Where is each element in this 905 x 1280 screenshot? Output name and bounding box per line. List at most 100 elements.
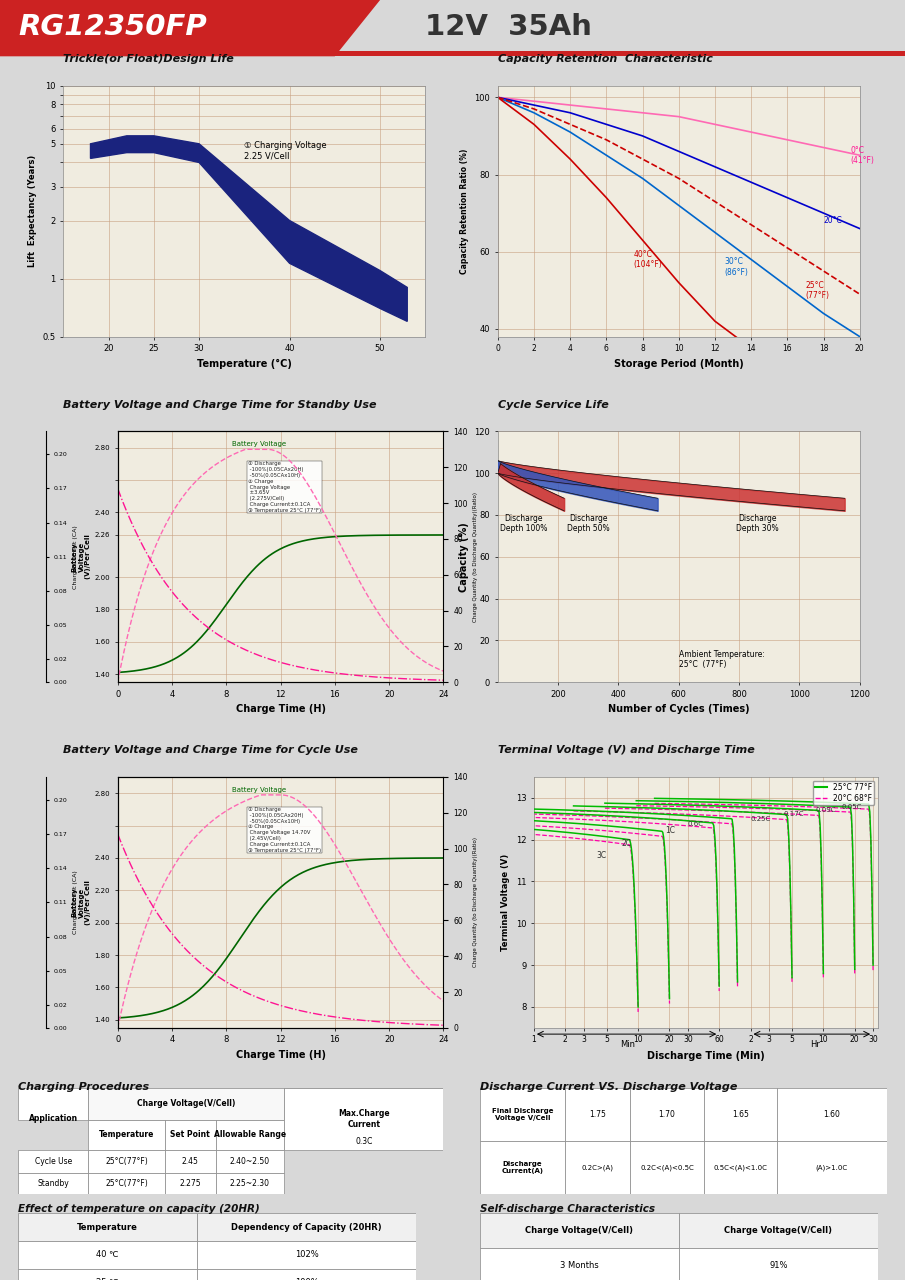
- Y-axis label: Capacity (%): Capacity (%): [459, 522, 469, 591]
- Bar: [480, 1142, 565, 1194]
- Text: Allowable Range: Allowable Range: [214, 1130, 286, 1139]
- Text: 25°C(77°F): 25°C(77°F): [105, 1179, 148, 1188]
- Bar: [630, 1142, 704, 1194]
- Text: ① Discharge
 -100%(0.05CAx20H)
 -50%(0.05CAx10H)
② Charge
 Charge Voltage 14.70V: ① Discharge -100%(0.05CAx20H) -50%(0.05C…: [248, 808, 321, 852]
- Text: 3 Months: 3 Months: [560, 1261, 598, 1270]
- Text: Battery Voltage: Battery Voltage: [232, 442, 286, 448]
- Bar: [284, 1088, 443, 1149]
- Text: ① Discharge
 -100%(0.05CAx20H)
 -50%(0.05CAx10H)
② Charge
 Charge Voltage
 ±3.65: ① Discharge -100%(0.05CAx20H) -50%(0.05C…: [248, 462, 321, 513]
- Polygon shape: [0, 51, 905, 56]
- Text: 0.3C: 0.3C: [355, 1137, 372, 1146]
- Text: Dependency of Capacity (20HR): Dependency of Capacity (20HR): [232, 1222, 382, 1231]
- Text: ① Charging Voltage
2.25 V/Cell: ① Charging Voltage 2.25 V/Cell: [244, 141, 327, 160]
- Text: Hr: Hr: [810, 1041, 820, 1050]
- Text: Discharge
Depth 100%: Discharge Depth 100%: [500, 513, 548, 532]
- Text: Charge Voltage(V/Cell): Charge Voltage(V/Cell): [525, 1226, 634, 1235]
- Bar: [679, 1248, 878, 1280]
- Text: 1.60: 1.60: [824, 1110, 841, 1119]
- Text: 2.275: 2.275: [179, 1179, 201, 1188]
- Text: Final Discharge
Voltage V/Cell: Final Discharge Voltage V/Cell: [491, 1108, 553, 1121]
- Text: 2.45: 2.45: [182, 1157, 199, 1166]
- Text: 0.2C>(A): 0.2C>(A): [582, 1165, 614, 1171]
- Bar: [776, 1142, 887, 1194]
- Bar: [630, 1088, 704, 1142]
- Text: 0°C
(41°F): 0°C (41°F): [851, 146, 874, 165]
- Text: 40°C
(104°F): 40°C (104°F): [634, 250, 662, 269]
- Legend: 25°C 77°F, 20°C 68°F: 25°C 77°F, 20°C 68°F: [813, 781, 874, 805]
- Bar: [18, 1088, 89, 1120]
- Text: 20°C: 20°C: [824, 216, 843, 225]
- Text: Trickle(or Float)Design Life: Trickle(or Float)Design Life: [63, 54, 234, 64]
- Text: 0.2C<(A)<0.5C: 0.2C<(A)<0.5C: [640, 1165, 694, 1171]
- Bar: [776, 1088, 887, 1142]
- Text: Temperature: Temperature: [77, 1222, 138, 1231]
- Text: Charge Voltage(V/Cell): Charge Voltage(V/Cell): [137, 1100, 235, 1108]
- Text: Terminal Voltage (V) and Discharge Time: Terminal Voltage (V) and Discharge Time: [498, 745, 755, 755]
- Text: Battery Voltage and Charge Time for Standby Use: Battery Voltage and Charge Time for Stan…: [63, 399, 376, 410]
- Text: Battery Voltage and Charge Time for Cycle Use: Battery Voltage and Charge Time for Cycl…: [63, 745, 358, 755]
- X-axis label: Number of Cycles (Times): Number of Cycles (Times): [608, 704, 749, 714]
- Y-axis label: Charge Current (CA): Charge Current (CA): [73, 525, 78, 589]
- Text: 3C: 3C: [596, 851, 606, 860]
- Text: 1.75: 1.75: [589, 1110, 606, 1119]
- Text: 12V  35Ah: 12V 35Ah: [425, 13, 592, 41]
- Bar: [216, 1120, 284, 1149]
- Bar: [480, 1213, 679, 1248]
- Text: 0.09C: 0.09C: [815, 808, 835, 813]
- X-axis label: Storage Period (Month): Storage Period (Month): [614, 358, 744, 369]
- Text: Application: Application: [29, 1115, 78, 1124]
- Text: 0.17C: 0.17C: [784, 812, 805, 817]
- Bar: [284, 1088, 443, 1120]
- Text: Discharge
Depth 30%: Discharge Depth 30%: [736, 513, 778, 532]
- Text: Max.Charge
Current: Max.Charge Current: [338, 1108, 389, 1129]
- Y-axis label: Battery
Voltage
(V)/Per Cell: Battery Voltage (V)/Per Cell: [71, 534, 91, 580]
- Bar: [89, 1149, 165, 1172]
- Bar: [89, 1088, 284, 1120]
- Bar: [18, 1242, 197, 1268]
- Text: Min: Min: [621, 1041, 635, 1050]
- Text: 25°C(77°F): 25°C(77°F): [105, 1157, 148, 1166]
- Bar: [18, 1268, 197, 1280]
- Bar: [480, 1088, 565, 1142]
- X-axis label: Temperature (°C): Temperature (°C): [197, 358, 291, 369]
- Text: Charge Voltage(V/Cell): Charge Voltage(V/Cell): [724, 1226, 833, 1235]
- Text: Discharge
Current(A): Discharge Current(A): [501, 1161, 543, 1174]
- Text: 0.25C: 0.25C: [750, 815, 771, 822]
- X-axis label: Charge Time (H): Charge Time (H): [235, 1050, 326, 1060]
- Text: Discharge Time (Min): Discharge Time (Min): [647, 1051, 765, 1061]
- Text: 102%: 102%: [295, 1251, 319, 1260]
- Polygon shape: [0, 0, 380, 56]
- Bar: [18, 1172, 89, 1194]
- Text: Discharge
Depth 50%: Discharge Depth 50%: [567, 513, 610, 532]
- Bar: [704, 1088, 776, 1142]
- Text: 2.25~2.30: 2.25~2.30: [230, 1179, 270, 1188]
- Text: Capacity Retention  Characteristic: Capacity Retention Characteristic: [498, 54, 712, 64]
- Y-axis label: Charge Current (CA): Charge Current (CA): [73, 870, 78, 934]
- Bar: [197, 1268, 416, 1280]
- Bar: [565, 1088, 630, 1142]
- Bar: [89, 1120, 165, 1149]
- Text: 40 ℃: 40 ℃: [97, 1251, 119, 1260]
- Text: 2.40~2.50: 2.40~2.50: [230, 1157, 270, 1166]
- Text: Charging Procedures: Charging Procedures: [18, 1082, 149, 1092]
- Text: 0.5C<(A)<1.0C: 0.5C<(A)<1.0C: [713, 1165, 767, 1171]
- Y-axis label: Lift  Expectancy (Years): Lift Expectancy (Years): [28, 155, 37, 268]
- Y-axis label: Capacity Retention Ratio (%): Capacity Retention Ratio (%): [460, 148, 469, 274]
- Bar: [216, 1149, 284, 1172]
- Bar: [565, 1142, 630, 1194]
- Text: 1C: 1C: [665, 827, 675, 836]
- Text: Standby: Standby: [37, 1179, 69, 1188]
- Bar: [89, 1172, 165, 1194]
- Bar: [480, 1248, 679, 1280]
- Text: Cycle Use: Cycle Use: [34, 1157, 71, 1166]
- Text: Ambient Temperature:
25°C  (77°F): Ambient Temperature: 25°C (77°F): [679, 650, 765, 669]
- Text: 0.05C: 0.05C: [842, 804, 862, 810]
- X-axis label: Charge Time (H): Charge Time (H): [235, 704, 326, 714]
- Y-axis label: Terminal Voltage (V): Terminal Voltage (V): [501, 854, 510, 951]
- Text: Self-discharge Characteristics: Self-discharge Characteristics: [480, 1204, 654, 1215]
- Bar: [18, 1149, 89, 1172]
- Bar: [216, 1172, 284, 1194]
- Bar: [704, 1142, 776, 1194]
- Text: 1.65: 1.65: [732, 1110, 748, 1119]
- Bar: [197, 1242, 416, 1268]
